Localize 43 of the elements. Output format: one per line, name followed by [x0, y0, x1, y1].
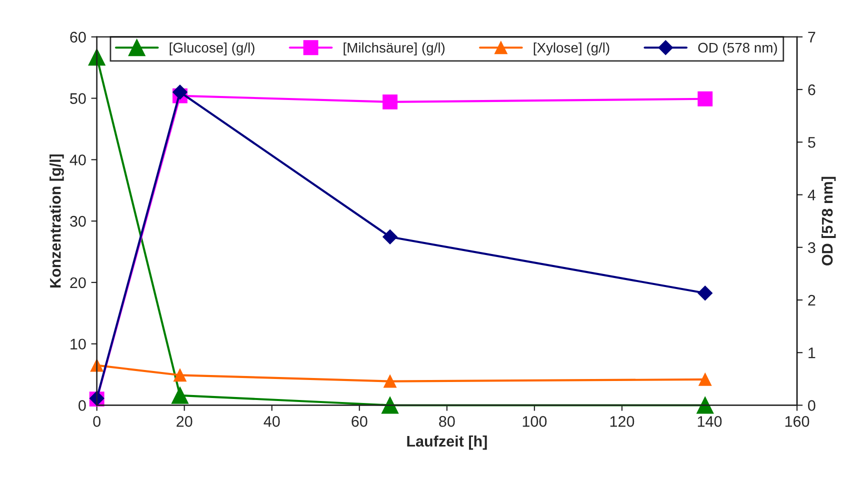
y-axis-title: Konzentration [g/l] — [50, 154, 64, 288]
legend-label: [Milchsäure] (g/l) — [344, 42, 445, 56]
y-tick-label: 30 — [70, 216, 86, 227]
point — [382, 229, 398, 244]
x-axis-title: Laufzeit [h] — [407, 435, 487, 450]
legend-label: OD (578 nm) — [698, 42, 777, 56]
point — [382, 396, 399, 414]
y-tick-label: 40 — [70, 154, 86, 166]
point — [382, 94, 398, 110]
x-tick-label: 20 — [176, 416, 192, 427]
point — [696, 396, 714, 414]
point — [90, 358, 104, 372]
y-tick-label: 10 — [70, 338, 86, 350]
x-tick-label: 80 — [439, 416, 455, 427]
y2-tick-label: 1 — [808, 348, 816, 358]
y2-tick-label: 6 — [808, 84, 816, 96]
y-tick-label: 20 — [70, 277, 86, 288]
point — [171, 386, 188, 404]
y-tick-label: 0 — [78, 400, 86, 411]
point — [698, 286, 713, 301]
point — [174, 368, 186, 382]
y2-tick-label: 7 — [808, 32, 816, 42]
x-tick-label: 100 — [522, 416, 547, 427]
y2-tick-label: 3 — [808, 242, 816, 254]
point — [698, 373, 712, 386]
x-tick-label: 60 — [352, 416, 368, 427]
x-tick-label: 140 — [698, 416, 722, 427]
point — [698, 91, 713, 106]
y-tick-label: 50 — [70, 93, 86, 104]
y-tick-label: 60 — [70, 32, 86, 43]
x-tick-label: 160 — [785, 416, 810, 427]
y2-tick-label: 0 — [808, 400, 816, 411]
x-tick-label: 120 — [610, 416, 634, 427]
y2-tick-label: 2 — [808, 294, 816, 306]
y2-tick-label: 5 — [808, 137, 816, 148]
y2-axis-title: OD [578 nm] — [821, 176, 836, 266]
point — [172, 84, 188, 100]
x-tick-label: 0 — [93, 416, 100, 427]
y2-tick-label: 4 — [808, 190, 816, 200]
x-tick-label: 40 — [264, 416, 280, 427]
legend-label: [Xylose] (g/l) — [534, 42, 610, 56]
legend-label: [Glucose] (g/l) — [170, 42, 254, 56]
point — [384, 374, 396, 388]
